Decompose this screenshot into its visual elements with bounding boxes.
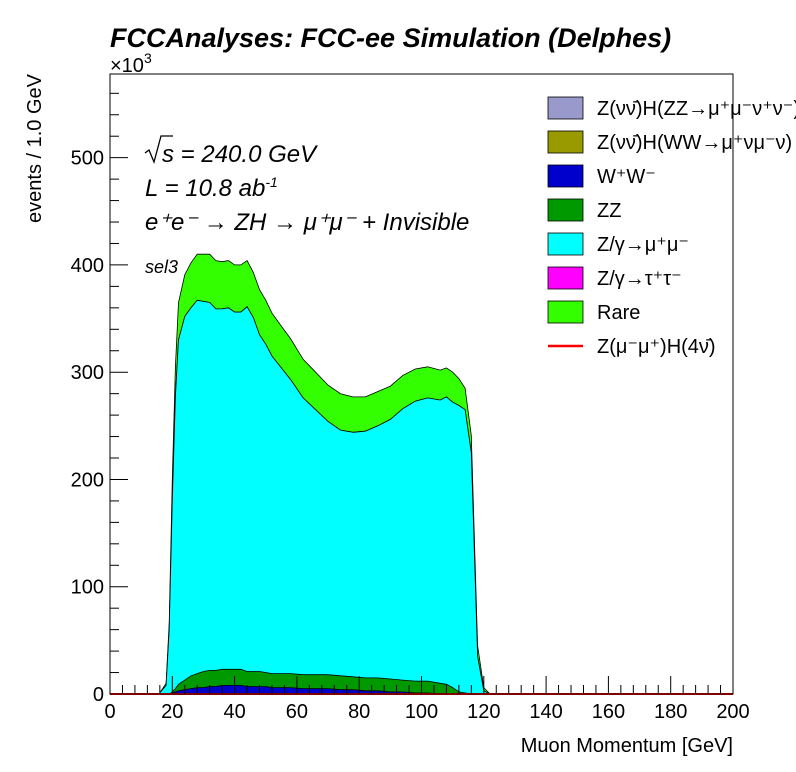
sqrt-symbol — [144, 135, 173, 165]
legend-swatch — [547, 96, 584, 120]
process-annotation: e⁺e⁻ → ZH → μ⁺μ⁻ + Invisible — [145, 209, 469, 236]
axes: 0 20 40 60 80 100 120 140 160 180 200 0 100 200 300 400… — [71, 92, 750, 723]
x-tick-label: 140 — [529, 701, 562, 723]
x-tick-label: 40 — [223, 701, 245, 723]
legend-swatch — [547, 232, 584, 256]
y-multiplier-label: ×103 — [110, 50, 152, 77]
legend-swatch — [547, 164, 584, 188]
legend-label: Z(νν̄)H(ZZ→μ⁺μ⁻ν⁺ν⁻) — [597, 98, 796, 120]
legend-swatch — [547, 300, 584, 324]
x-tick-label: 160 — [592, 701, 625, 723]
sqrt-s-annotation: s = 240.0 GeV — [144, 135, 318, 168]
x-tick-label: 120 — [467, 701, 500, 723]
stacked-histograms — [110, 253, 733, 695]
x-tick-label: 0 — [104, 701, 115, 723]
x-tick-label: 200 — [716, 701, 749, 723]
legend-label: Z(μ⁻μ⁺)H(4ν̄) — [597, 336, 716, 358]
legend-label: ZZ — [597, 200, 621, 222]
legend-swatch — [547, 130, 584, 154]
legend-label: Z/γ→μ⁺μ⁻ — [597, 234, 689, 256]
selection-annotation: sel3 — [145, 257, 178, 277]
histogram-z--fill — [159, 299, 491, 695]
x-axis-label: Muon Momentum [GeV] — [521, 735, 733, 757]
legend-swatch — [547, 198, 584, 222]
legend-label: W⁺W⁻ — [597, 166, 656, 188]
y-tick-label: 500 — [71, 148, 104, 170]
y-tick-label: 200 — [71, 469, 104, 491]
x-tick-label: 80 — [348, 701, 370, 723]
x-tick-label: 100 — [405, 701, 438, 723]
sqrt-s-text: s = 240.0 GeV — [162, 141, 318, 168]
legend-swatch — [547, 266, 584, 290]
legend-label: Z(νν̄)H(WW→μ⁺νμ⁻ν) — [597, 132, 792, 154]
y-tick-label: 400 — [71, 255, 104, 277]
y-tick-label: 100 — [71, 577, 104, 599]
lumi-annotation: L = 10.8 ab-1 — [145, 174, 278, 202]
y-tick-label: 0 — [93, 684, 104, 706]
x-tick-label: 180 — [654, 701, 687, 723]
y-axis-label: events / 1.0 GeV — [24, 73, 46, 223]
legend-label: Z/γ→τ⁺τ⁻ — [597, 268, 682, 290]
legend-label: Rare — [597, 302, 640, 324]
x-tick-label: 60 — [286, 701, 308, 723]
chart-title: FCCAnalyses: FCC-ee Simulation (Delphes) — [110, 23, 671, 53]
y-tick-label: 300 — [71, 362, 104, 384]
legend: Z(νν̄)H(ZZ→μ⁺μ⁻ν⁺ν⁻) Z(νν̄)H(WW→μ⁺νμ⁻ν) W⁺… — [547, 96, 796, 358]
x-tick-label: 20 — [161, 701, 183, 723]
